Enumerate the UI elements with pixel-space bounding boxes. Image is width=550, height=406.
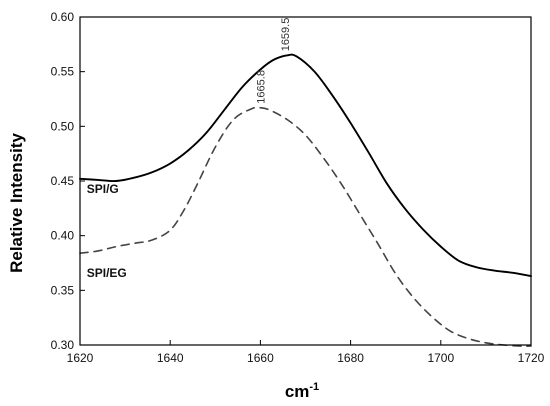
x-tick-label: 1680 xyxy=(337,351,364,365)
x-axis-title: cm-1 xyxy=(285,381,319,401)
y-tick-label: 0.45 xyxy=(51,174,75,188)
peak-annotation: 1665.8 xyxy=(255,70,267,104)
series-label: SPI/EG xyxy=(87,266,127,280)
y-tick-label: 0.30 xyxy=(51,338,75,352)
y-tick-label: 0.35 xyxy=(51,283,75,297)
y-tick-label: 0.60 xyxy=(51,10,75,24)
x-tick-label: 1640 xyxy=(157,351,184,365)
y-axis-title: Relative Intensity xyxy=(7,133,26,273)
plot-series xyxy=(79,53,532,347)
x-tick-label: 1700 xyxy=(427,351,454,365)
series-line-spi-eg xyxy=(79,106,532,347)
series-line-spi-g xyxy=(79,53,532,278)
y-tick-label: 0.40 xyxy=(51,229,75,243)
y-tick-label: 0.55 xyxy=(51,65,75,79)
y-axis-ticks: 0.30 0.35 0.40 0.45 0.50 0.55 0.60 xyxy=(51,10,85,352)
series-label: SPI/G xyxy=(87,182,119,196)
x-axis-title-base: cm xyxy=(285,382,310,401)
y-tick-label: 0.50 xyxy=(51,119,75,133)
x-axis-ticks: 1620 1640 1660 1680 1700 1720 xyxy=(67,340,545,365)
x-tick-label: 1660 xyxy=(247,351,274,365)
annotations: SPI/G SPI/EG 1659.5 1665.8 xyxy=(87,18,292,281)
plot-frame xyxy=(79,16,532,346)
x-axis-title-superscript: -1 xyxy=(309,381,319,393)
x-tick-label: 1620 xyxy=(67,351,94,365)
x-tick-label: 1720 xyxy=(518,351,545,365)
peak-annotation: 1659.5 xyxy=(280,18,292,52)
